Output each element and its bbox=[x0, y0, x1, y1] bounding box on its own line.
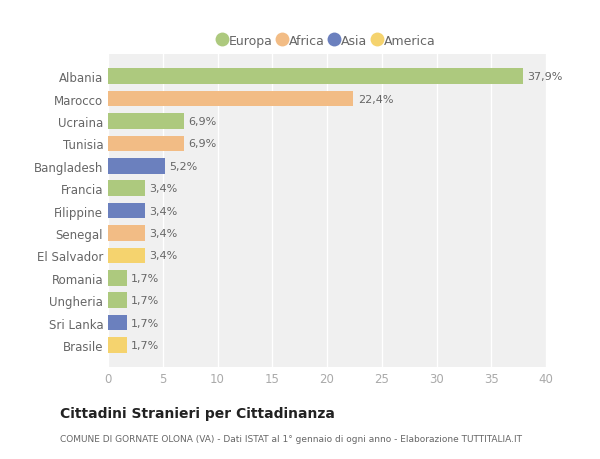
Bar bbox=[108, 92, 353, 107]
Text: 1,7%: 1,7% bbox=[131, 273, 159, 283]
Text: COMUNE DI GORNATE OLONA (VA) - Dati ISTAT al 1° gennaio di ogni anno - Elaborazi: COMUNE DI GORNATE OLONA (VA) - Dati ISTA… bbox=[60, 434, 522, 443]
Text: 3,4%: 3,4% bbox=[149, 251, 178, 261]
Bar bbox=[108, 181, 145, 196]
Bar bbox=[108, 293, 127, 308]
Text: 1,7%: 1,7% bbox=[131, 340, 159, 350]
Text: 6,9%: 6,9% bbox=[188, 117, 216, 127]
Bar bbox=[108, 337, 127, 353]
Text: 3,4%: 3,4% bbox=[149, 206, 178, 216]
Text: Cittadini Stranieri per Cittadinanza: Cittadini Stranieri per Cittadinanza bbox=[60, 406, 335, 420]
Text: 3,4%: 3,4% bbox=[149, 229, 178, 239]
Text: 1,7%: 1,7% bbox=[131, 318, 159, 328]
Legend: Europa, Africa, Asia, America: Europa, Africa, Asia, America bbox=[214, 30, 440, 53]
Bar bbox=[108, 315, 127, 330]
Bar bbox=[108, 203, 145, 219]
Text: 5,2%: 5,2% bbox=[169, 162, 197, 172]
Bar bbox=[108, 226, 145, 241]
Text: 37,9%: 37,9% bbox=[527, 72, 563, 82]
Bar bbox=[108, 136, 184, 152]
Bar bbox=[108, 114, 184, 129]
Bar bbox=[108, 159, 165, 174]
Text: 3,4%: 3,4% bbox=[149, 184, 178, 194]
Text: 6,9%: 6,9% bbox=[188, 139, 216, 149]
Bar bbox=[108, 270, 127, 286]
Bar bbox=[108, 248, 145, 263]
Bar bbox=[108, 69, 523, 85]
Text: 22,4%: 22,4% bbox=[358, 95, 393, 104]
Text: 1,7%: 1,7% bbox=[131, 296, 159, 306]
